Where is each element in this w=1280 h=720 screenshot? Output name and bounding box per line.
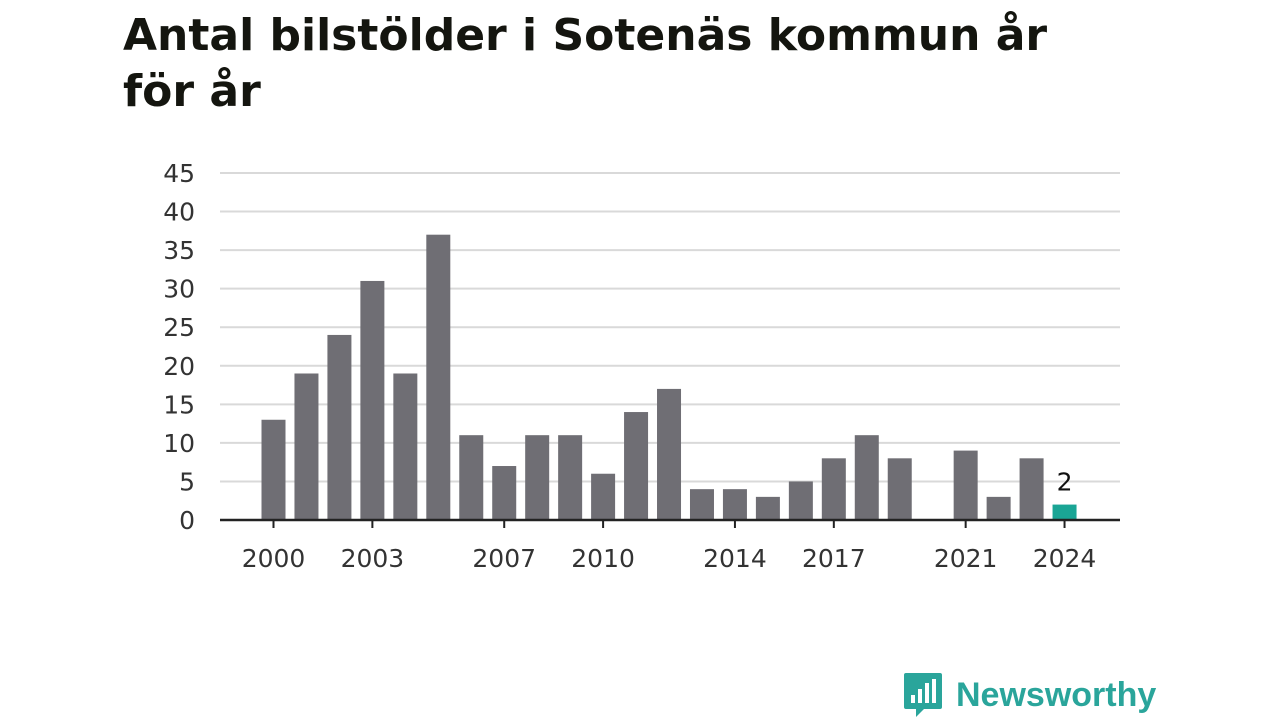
bar-2001 (294, 373, 319, 520)
x-tick-label: 2021 (934, 544, 998, 573)
data-labels: 2 (1057, 468, 1073, 497)
bar-2019 (887, 458, 912, 520)
bar-2024 (1052, 504, 1077, 520)
brand-name: Newsworthy (956, 675, 1157, 714)
bar-2017 (821, 458, 846, 520)
bar-2005 (426, 234, 451, 520)
newsworthy-logo: Newsworthy (902, 670, 1156, 720)
bar-2023 (1019, 458, 1044, 520)
bar-2012 (657, 388, 682, 520)
bar-2007 (492, 466, 517, 520)
bar-2010 (591, 473, 616, 520)
x-tick-label: 2007 (472, 544, 536, 573)
bar-2009 (558, 435, 583, 520)
bars (261, 234, 1077, 520)
y-tick-label: 40 (163, 198, 195, 227)
bar-2008 (525, 435, 550, 520)
y-tick-label: 45 (163, 159, 195, 188)
bar-2016 (788, 481, 813, 520)
bar-2018 (854, 435, 879, 520)
data-label-2024: 2 (1057, 468, 1073, 497)
y-tick-label: 15 (163, 390, 195, 419)
bar-2006 (459, 435, 484, 520)
x-tick-label: 2000 (242, 544, 306, 573)
bar-chart-speech-bubble-icon (904, 673, 942, 717)
y-tick-label: 0 (179, 506, 195, 535)
bar-2004 (393, 373, 418, 520)
y-tick-label: 30 (163, 275, 195, 304)
bar-2015 (755, 496, 780, 520)
chart-title: Antal bilstölder i Sotenäs kommun år för… (123, 10, 1048, 117)
bar-2002 (327, 334, 352, 520)
x-tick-label: 2024 (1033, 544, 1097, 573)
bar-2022 (986, 496, 1011, 520)
x-tick-label: 2003 (341, 544, 405, 573)
x-tick-label: 2014 (703, 544, 767, 573)
y-tick-label: 25 (163, 313, 195, 342)
bar-2021 (953, 450, 978, 520)
bar-2014 (722, 489, 747, 520)
y-tick-label: 20 (163, 352, 195, 381)
x-tick-label: 2017 (802, 544, 866, 573)
x-axis-ticks: 2000 2003 2007 2010 2014 2017 2021 2024 (242, 520, 1097, 573)
y-tick-label: 35 (163, 236, 195, 265)
bar-2000 (261, 419, 286, 520)
x-tick-label: 2010 (571, 544, 635, 573)
bar-2003 (360, 280, 385, 520)
bar-2011 (624, 412, 649, 520)
y-tick-label: 10 (163, 429, 195, 458)
bar-2013 (689, 489, 714, 520)
y-tick-label: 5 (179, 467, 195, 496)
y-axis-ticks: 0 5 10 15 20 25 30 35 40 45 (163, 159, 195, 535)
